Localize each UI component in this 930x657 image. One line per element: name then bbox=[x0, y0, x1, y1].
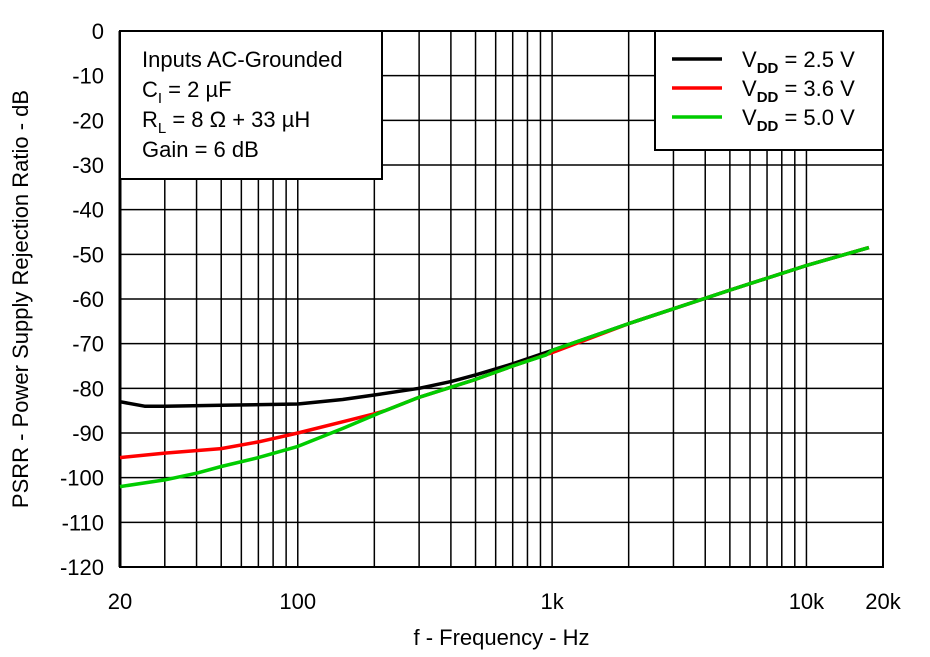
y-tick-label: -40 bbox=[72, 198, 104, 223]
legend-entry: VDD = 3.6 V bbox=[742, 76, 855, 106]
y-tick-label: -60 bbox=[72, 287, 104, 312]
legend-entry: VDD = 2.5 V bbox=[742, 47, 855, 77]
y-tick-label: -120 bbox=[60, 555, 104, 580]
y-tick-label: -90 bbox=[72, 421, 104, 446]
annotation-box bbox=[119, 30, 383, 180]
y-tick-label: -30 bbox=[72, 153, 104, 178]
y-tick-label: 0 bbox=[92, 19, 104, 44]
y-tick-label: -110 bbox=[62, 510, 104, 535]
annotation-line: RL = 8 Ω + 33 µH bbox=[142, 107, 310, 137]
x-tick-label: 20k bbox=[865, 589, 901, 614]
y-tick-label: -70 bbox=[72, 332, 104, 357]
legend-entry: VDD = 5.0 V bbox=[742, 105, 855, 135]
y-tick-label: -10 bbox=[72, 64, 104, 89]
legend-box bbox=[654, 30, 884, 151]
annotation-line: CI = 2 µF bbox=[142, 77, 232, 107]
y-tick-label: -80 bbox=[72, 376, 104, 401]
x-axis-label: f - Frequency - Hz bbox=[413, 625, 589, 650]
y-tick-label: -50 bbox=[72, 242, 104, 267]
y-axis-label: PSRR - Power Supply Rejection Ratio - dB bbox=[8, 90, 33, 508]
y-tick-label: -100 bbox=[60, 466, 104, 491]
annotation-line: Gain = 6 dB bbox=[142, 137, 259, 162]
x-tick-label: 20 bbox=[108, 589, 132, 614]
annotation-line: Inputs AC-Grounded bbox=[142, 47, 343, 72]
series-line-1 bbox=[119, 245, 870, 408]
series-line-2 bbox=[119, 245, 870, 460]
x-tick-label: 100 bbox=[279, 589, 316, 614]
x-tick-label: 1k bbox=[540, 589, 564, 614]
series-line-3 bbox=[119, 245, 870, 489]
y-tick-label: -20 bbox=[72, 108, 104, 133]
x-tick-label: 10k bbox=[789, 589, 825, 614]
